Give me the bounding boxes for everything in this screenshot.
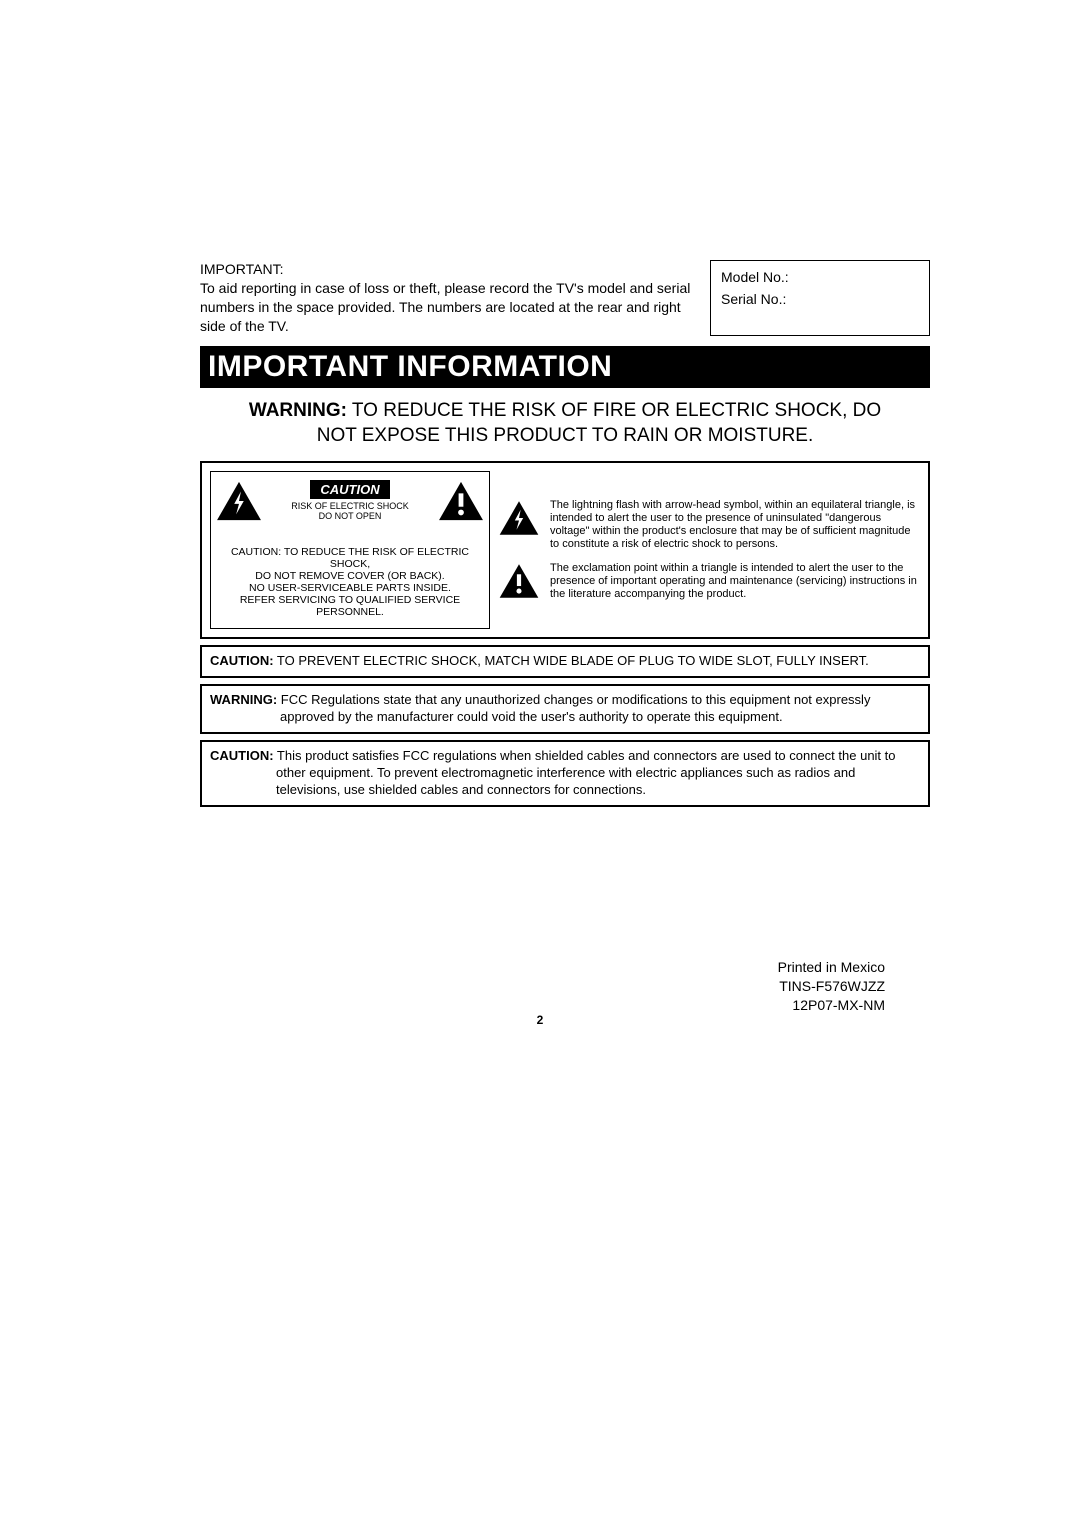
warning-text: TO REDUCE THE RISK OF FIRE OR ELECTRIC S…: [317, 400, 881, 447]
caution-plug-notice: CAUTION: TO PREVENT ELECTRIC SHOCK, MATC…: [200, 645, 930, 678]
exclamation-triangle-icon: [437, 480, 485, 522]
warning-main: WARNING: TO REDUCE THE RISK OF FIRE OR E…: [200, 398, 930, 449]
caution-body-1: CAUTION: TO REDUCE THE RISK OF ELECTRIC …: [215, 546, 485, 570]
top-section: IMPORTANT: To aid reporting in case of l…: [200, 260, 930, 336]
caution-left-box: CAUTION RISK OF ELECTRIC SHOCK DO NOT OP…: [210, 471, 490, 629]
caution-body-2: DO NOT REMOVE COVER (OR BACK).: [215, 570, 485, 582]
exclamation-triangle-icon: [498, 562, 540, 600]
caution-title: CAUTION: [310, 480, 389, 499]
caution-body-5: PERSONNEL.: [215, 606, 485, 618]
important-information-header: IMPORTANT INFORMATION: [200, 346, 930, 388]
warning-label: WARNING:: [249, 400, 347, 421]
footer-section: Printed in Mexico TINS-F576WJZZ 12P07-MX…: [778, 958, 885, 1015]
caution-subtitle-2: DO NOT OPEN: [291, 511, 409, 521]
footer-line-1: Printed in Mexico: [778, 958, 885, 977]
caution-subtitle-1: RISK OF ELECTRIC SHOCK: [291, 501, 409, 511]
lightning-triangle-icon: [215, 480, 263, 522]
model-serial-box: Model No.: Serial No.:: [710, 260, 930, 336]
important-text: To aid reporting in case of loss or thef…: [200, 280, 690, 334]
caution-shielded-notice: CAUTION: This product satisfies FCC regu…: [200, 740, 930, 807]
warning-label: WARNING:: [210, 692, 277, 707]
exclamation-desc: The exclamation point within a triangle …: [550, 562, 920, 602]
important-note: IMPORTANT: To aid reporting in case of l…: [200, 260, 700, 336]
footer-line-3: 12P07-MX-NM: [778, 996, 885, 1015]
caution-section: CAUTION RISK OF ELECTRIC SHOCK DO NOT OP…: [200, 461, 930, 639]
lightning-triangle-icon: [498, 499, 540, 537]
model-no-label: Model No.:: [721, 269, 919, 285]
footer-line-2: TINS-F576WJZZ: [778, 977, 885, 996]
caution-body-4: REFER SERVICING TO QUALIFIED SERVICE: [215, 594, 485, 606]
caution-body: CAUTION: TO REDUCE THE RISK OF ELECTRIC …: [215, 546, 485, 618]
caution-shielded-text: This product satisfies FCC regulations w…: [274, 748, 896, 797]
caution-center: CAUTION RISK OF ELECTRIC SHOCK DO NOT OP…: [291, 480, 409, 522]
caution-label: CAUTION:: [210, 653, 274, 668]
serial-no-label: Serial No.:: [721, 291, 919, 307]
important-label: IMPORTANT:: [200, 260, 700, 279]
lightning-symbol-row: The lightning flash with arrow-head symb…: [498, 499, 920, 552]
warning-fcc-notice: WARNING: FCC Regulations state that any …: [200, 684, 930, 734]
caution-plug-text: TO PREVENT ELECTRIC SHOCK, MATCH WIDE BL…: [274, 653, 869, 668]
exclamation-symbol-row: The exclamation point within a triangle …: [498, 562, 920, 602]
page-number: 2: [0, 1013, 1080, 1027]
caution-right-box: The lightning flash with arrow-head symb…: [498, 471, 920, 629]
lightning-desc: The lightning flash with arrow-head symb…: [550, 499, 920, 552]
caution-label: CAUTION:: [210, 748, 274, 763]
caution-body-3: NO USER-SERVICEABLE PARTS INSIDE.: [215, 582, 485, 594]
warning-fcc-text: FCC Regulations state that any unauthori…: [277, 692, 870, 724]
